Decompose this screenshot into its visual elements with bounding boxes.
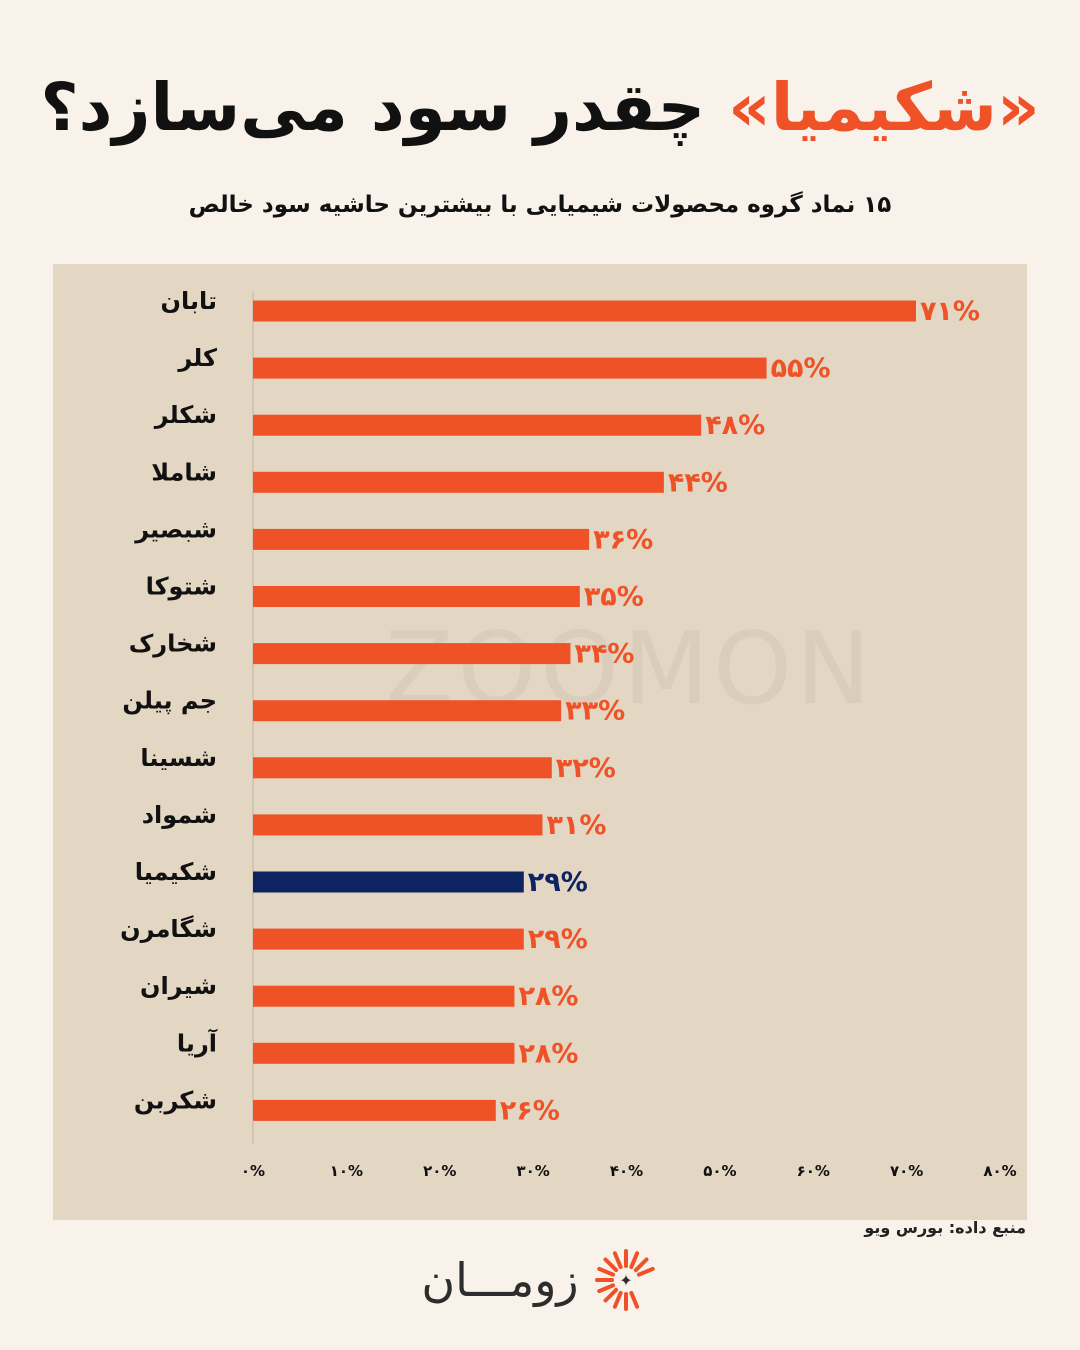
logo-ray-10 — [603, 1287, 618, 1303]
x-tick-label-7: ۷۰% — [890, 1162, 923, 1180]
logo-ray-3 — [636, 1266, 655, 1277]
x-tick-label-0: ۰% — [241, 1162, 265, 1180]
value-label-5: ۳۵% — [584, 582, 644, 613]
value-label-6: ۳۴% — [574, 639, 634, 670]
bar-chart: تابان ۷۱% کلر ۵۵% شکلر ۴۸% شاملا ۴۴% شبصیر ۳۶% شتو… — [120, 287, 1017, 1180]
value-label-14: ۲۶% — [500, 1095, 560, 1126]
category-label-10: شکیمیا — [135, 858, 217, 886]
category-label-7: جم پیلن — [122, 687, 217, 715]
logo-text: زومـــان — [421, 1253, 579, 1307]
category-label-13: آریا — [177, 1028, 218, 1057]
category-label-9: شمواد — [142, 801, 217, 829]
logo-ray-2 — [633, 1257, 649, 1273]
value-label-7: ۳۳% — [565, 696, 625, 727]
value-label-2: ۴۸% — [705, 410, 765, 441]
title-rest: چقدر سود می‌سازد؟ — [40, 69, 729, 146]
x-tick-label-2: ۲۰% — [423, 1162, 456, 1180]
category-label-5: شتوکا — [146, 573, 217, 601]
logo-ray-14 — [603, 1257, 618, 1273]
chart-subtitle: ۱۵ نماد گروه محصولات شیمیایی با بیشترین … — [188, 192, 892, 218]
x-tick-label-1: ۱۰% — [330, 1162, 363, 1180]
logo-ray-15 — [612, 1251, 623, 1270]
category-label-14: شکربن — [134, 1086, 217, 1114]
bar-10 — [253, 871, 524, 893]
bar-4 — [253, 528, 590, 550]
x-tick-label-5: ۵۰% — [703, 1162, 736, 1180]
bar-6 — [253, 643, 571, 665]
bar-8 — [253, 757, 552, 779]
x-tick-label-8: ۸۰% — [983, 1162, 1016, 1180]
logo-ray-7 — [628, 1290, 639, 1309]
x-tick-label-3: ۳۰% — [516, 1162, 549, 1180]
category-label-0: تابان — [160, 287, 217, 315]
logo-star: ✦ — [619, 1271, 632, 1290]
category-label-4: شبصیر — [134, 515, 217, 543]
value-label-0: ۷۱% — [920, 296, 980, 327]
value-label-1: ۵۵% — [771, 353, 831, 384]
bar-12 — [253, 985, 515, 1007]
bar-11 — [253, 928, 524, 950]
category-label-2: شکلر — [154, 401, 217, 429]
bar-1 — [253, 357, 767, 379]
logo-ray-13 — [596, 1266, 615, 1277]
bar-0 — [253, 300, 916, 322]
category-label-1: کلر — [177, 344, 217, 372]
value-label-10: ۲۹% — [528, 867, 588, 898]
category-label-11: شگامرن — [120, 915, 217, 943]
category-label-3: شاملا — [151, 458, 217, 486]
category-label-12: شیران — [140, 972, 217, 1000]
sunburst-icon: ✦ — [594, 1249, 655, 1311]
bar-14 — [253, 1099, 496, 1121]
page-title: «شکیمیا» چقدر سود می‌سازد؟ — [30, 48, 1050, 168]
logo-ray-1 — [628, 1251, 639, 1270]
data-source: منبع داده: بورس ویو — [864, 1218, 1026, 1237]
value-label-4: ۳۶% — [593, 524, 653, 555]
value-label-8: ۳۲% — [556, 753, 616, 784]
value-label-11: ۲۹% — [528, 924, 588, 955]
logo-ray-11 — [596, 1283, 615, 1294]
brand-logo: زومـــان ✦ — [415, 1245, 665, 1315]
logo-ray-9 — [612, 1290, 623, 1309]
bar-3 — [253, 471, 664, 493]
category-label-6: شخارک — [129, 630, 217, 658]
value-label-13: ۲۸% — [518, 1038, 578, 1069]
x-tick-label-4: ۴۰% — [610, 1162, 643, 1180]
bar-5 — [253, 586, 580, 607]
value-label-12: ۲۸% — [518, 981, 578, 1012]
value-label-3: ۴۴% — [668, 467, 728, 498]
bar-13 — [253, 1042, 515, 1064]
bar-7 — [253, 700, 562, 722]
bar-2 — [253, 414, 702, 436]
category-label-8: شسینا — [140, 744, 217, 772]
x-tick-label-6: ۶۰% — [797, 1162, 830, 1180]
title-highlight: «شکیمیا» — [728, 69, 1040, 146]
value-label-9: ۳۱% — [546, 810, 606, 841]
bar-9 — [253, 814, 543, 836]
